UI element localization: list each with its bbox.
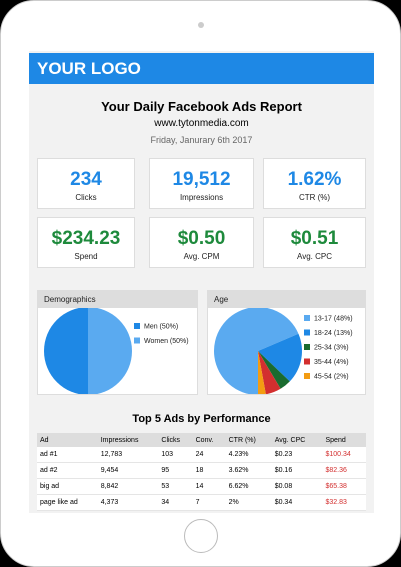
pie-slice [88,308,132,394]
table-cell: $0.34 [271,494,323,511]
legend-label: 18-24 (13%) [314,330,353,337]
kpi-box: $0.51 Avg. CPC [263,217,366,268]
panel-title: Demographics [38,291,197,308]
table-cell: 4,373 [97,494,159,511]
table-cell: 24 [192,447,226,463]
table-cell: $0.08 [271,478,323,495]
kpi-label: Clicks [75,193,97,202]
kpi-value: 1.62% [287,169,342,190]
legend-swatch [304,344,310,350]
table-cell: 3.62% [225,462,272,479]
legend-swatch [134,337,140,344]
table-title: Top 5 Ads by Performance [132,413,271,425]
table-cell: 95 [158,462,193,479]
column-header: Ad [37,433,98,447]
column-header: Avg. CPC [271,433,323,447]
legend-swatch [304,329,310,336]
pie-slice [258,333,302,382]
legend-label: 13-17 (48%) [314,316,353,323]
screen: YOUR LOGO Your Daily Facebook Ads Report… [29,51,374,513]
pie-slice [214,308,299,394]
kpi-box: $234.23 Spend [37,217,135,268]
kpi-value: 19,512 [172,169,231,190]
table-cell: $32.83 [322,494,366,511]
legend-label: 45-54 (2%) [314,374,349,381]
kpi-value: 234 [70,169,102,190]
table-cell: $82.36 [322,462,366,479]
table-cell: 4.23% [225,447,272,463]
table-row: ad #2 9,454 95 18 3.62% $0.16 $82.36 [37,462,366,479]
kpi-box: 19,512 Impressions [149,158,254,209]
panel: Demographics Men (50%) Women (50%) [37,290,198,395]
table-cell: 53 [158,478,193,495]
table-row: big ad 8,842 53 14 6.62% $0.08 $65.38 [37,478,366,495]
table-row: page like ad 4,373 34 7 2% $0.34 $32.83 [37,494,366,511]
table-cell: $0.16 [271,462,323,479]
table-cell: 12,783 [97,447,159,463]
camera [198,22,204,28]
kpi-box: $0.50 Avg. CPM [149,217,254,268]
table-cell: 34 [158,494,193,511]
header-row: Ad Impressions Clicks Conv. CTR (%) Avg. CPC S… [37,433,366,447]
legend-label: 25-34 (3%) [314,345,349,352]
column-header: Conv. [192,433,226,447]
legend-label: Men (50%) [144,324,178,331]
panel: Age 13-17 (48%) 18-24 (13%) 25-34 (3%) 35-44… [207,290,366,395]
kpi-value: $0.51 [290,228,339,249]
ads-table: Ad Impressions Clicks Conv. CTR (%) Avg. CPC S… [37,433,366,511]
legend-swatch [304,373,310,379]
pie-chart: 13-17 (48%) 18-24 (13%) 25-34 (3%) 35-44 (4… [214,308,353,394]
table-cell: 2% [225,494,272,511]
date: Friday, Janurary 6th 2017 [150,135,253,145]
kpi-label: Spend [74,252,98,261]
pie-slice [258,351,281,394]
table-wrap: Ad Impressions Clicks Conv. CTR (%) Avg. CPC S… [37,433,366,513]
table-cell: ad #2 [37,462,98,479]
panel-title: Age [208,291,365,308]
kpi-value: $234.23 [51,228,121,249]
table-cell: 14 [192,478,226,495]
report-title: Your Daily Facebook Ads Report [101,99,302,114]
legend-label: 35-44 (4%) [314,359,349,366]
legend-swatch [304,315,310,321]
column-header: Spend [322,433,366,447]
table-cell: big ad [37,478,98,495]
pie-slice [258,351,266,394]
table-cell: $65.38 [322,478,366,495]
pie-slice [44,308,88,394]
legend-swatch [304,358,310,365]
table-cell: 103 [158,447,193,463]
pie-chart: Men (50%) Women (50%) [44,308,189,394]
kpi-box: 234 Clicks [37,158,135,209]
legend-swatch [134,323,140,329]
table-cell: 8,842 [97,478,159,495]
home-button[interactable] [184,519,218,553]
table-cell: 7 [192,494,226,511]
table-cell: page like ad [37,494,98,511]
table-row: ad #1 12,783 103 24 4.23% $0.23 $100.34 [37,447,366,463]
kpi-label: CTR (%) [298,193,331,202]
legend-label: Women (50%) [144,338,189,345]
table-cell: ad #1 [37,447,98,463]
table-cell: 9,454 [97,462,159,479]
table-cell: $100.34 [322,447,366,463]
column-header: Clicks [158,433,193,447]
kpi-label: Avg. CPC [297,252,332,261]
table-cell: $0.23 [271,447,323,463]
table-cell: 18 [192,462,226,479]
pie-slice [258,351,290,389]
kpi-label: Impressions [179,193,224,202]
website: www.tytonmedia.com [154,118,249,129]
table-cell: 6.62% [225,478,272,495]
kpi-value: $0.50 [177,228,226,249]
logo: YOUR LOGO [29,53,374,84]
column-header: CTR (%) [225,433,272,447]
kpi-label: Avg. CPM [183,252,220,261]
kpi-box: 1.62% CTR (%) [263,158,366,209]
column-header: Impressions [97,433,159,447]
